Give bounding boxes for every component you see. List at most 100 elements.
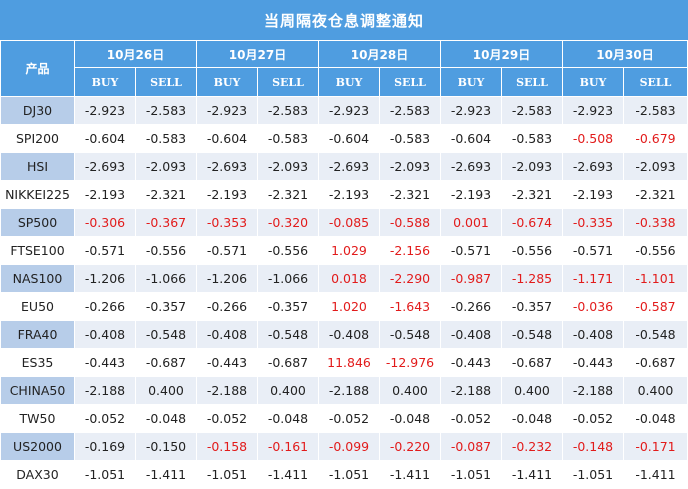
buy-value-cell: -2.188 xyxy=(440,376,502,405)
sell-value-cell: -0.556 xyxy=(623,236,688,265)
buy-value-cell: -2.193 xyxy=(562,180,624,209)
buy-header: BUY xyxy=(440,67,502,97)
sell-value-cell: -0.048 xyxy=(501,404,563,433)
sell-value-cell: -1.066 xyxy=(257,264,319,293)
buy-value-cell: -0.443 xyxy=(440,348,502,377)
sell-value-cell: -0.583 xyxy=(135,124,197,153)
table-row: FTSE100 -0.571 -0.556 -0.571 -0.556 1.029 -2.1… xyxy=(0,236,688,265)
product-cell: DJ30 xyxy=(0,96,75,125)
sell-value-cell: -0.048 xyxy=(623,404,688,433)
buy-value-cell: -2.693 xyxy=(74,152,136,181)
buy-value-cell: -0.571 xyxy=(196,236,258,265)
sell-value-cell: -0.556 xyxy=(257,236,319,265)
sell-value-cell: -0.548 xyxy=(135,320,197,349)
sell-value-cell: -2.583 xyxy=(257,96,319,125)
sell-value-cell: -0.556 xyxy=(501,236,563,265)
buy-value-cell: -0.052 xyxy=(440,404,502,433)
table-row: DAX30 -1.051 -1.411 -1.051 -1.411 -1.051 -1.41… xyxy=(0,460,688,489)
sell-value-cell: -2.321 xyxy=(257,180,319,209)
sell-value-cell: -0.357 xyxy=(135,292,197,321)
product-cell: ES35 xyxy=(0,348,75,377)
buy-header: BUY xyxy=(196,67,258,97)
buy-header: BUY xyxy=(318,67,380,97)
buy-value-cell: -2.188 xyxy=(74,376,136,405)
sell-value-cell: -2.321 xyxy=(379,180,441,209)
date-header: 10月28日 xyxy=(318,40,441,68)
sell-value-cell: -0.048 xyxy=(257,404,319,433)
sell-value-cell: -2.156 xyxy=(379,236,441,265)
buy-value-cell: -0.335 xyxy=(562,208,624,237)
sell-value-cell: -0.548 xyxy=(501,320,563,349)
product-cell: FRA40 xyxy=(0,320,75,349)
buy-value-cell: -2.923 xyxy=(318,96,380,125)
buy-value-cell: -0.266 xyxy=(196,292,258,321)
buy-value-cell: -0.604 xyxy=(74,124,136,153)
buy-value-cell: -2.693 xyxy=(440,152,502,181)
sell-value-cell: -0.679 xyxy=(623,124,688,153)
sell-value-cell: -0.583 xyxy=(379,124,441,153)
sell-value-cell: -2.093 xyxy=(623,152,688,181)
buy-value-cell: -0.052 xyxy=(74,404,136,433)
sell-value-cell: -0.588 xyxy=(379,208,441,237)
buy-value-cell: -0.408 xyxy=(196,320,258,349)
buy-value-cell: -2.693 xyxy=(318,152,380,181)
sell-value-cell: -0.548 xyxy=(257,320,319,349)
table-row: HSI -2.693 -2.093 -2.693 -2.093 -2.693 -2.093-… xyxy=(0,152,688,181)
buy-value-cell: -2.193 xyxy=(74,180,136,209)
buy-value-cell: -2.923 xyxy=(196,96,258,125)
sell-value-cell: -0.548 xyxy=(623,320,688,349)
buy-value-cell: -0.604 xyxy=(318,124,380,153)
buy-value-cell: -2.188 xyxy=(562,376,624,405)
buy-value-cell: -0.306 xyxy=(74,208,136,237)
buy-value-cell: -0.571 xyxy=(74,236,136,265)
buy-value-cell: -1.051 xyxy=(318,460,380,489)
buy-value-cell: -0.052 xyxy=(562,404,624,433)
buy-value-cell: -0.408 xyxy=(74,320,136,349)
sell-value-cell: -0.583 xyxy=(257,124,319,153)
sell-value-cell: -0.587 xyxy=(623,292,688,321)
sell-value-cell: -2.321 xyxy=(623,180,688,209)
buy-value-cell: -1.206 xyxy=(74,264,136,293)
sell-value-cell: -1.411 xyxy=(135,460,197,489)
buy-value-cell: 1.029 xyxy=(318,236,380,265)
sell-value-cell: -0.220 xyxy=(379,432,441,461)
buy-value-cell: 1.020 xyxy=(318,292,380,321)
buy-value-cell: -0.266 xyxy=(74,292,136,321)
table-row: NAS100 -1.206 -1.066 -1.206 -1.066 0.018 -2.29… xyxy=(0,264,688,293)
sell-value-cell: -0.048 xyxy=(135,404,197,433)
sell-value-cell: -0.687 xyxy=(623,348,688,377)
buy-value-cell: -0.036 xyxy=(562,292,624,321)
buy-value-cell: -2.193 xyxy=(318,180,380,209)
buy-value-cell: -1.051 xyxy=(562,460,624,489)
sell-value-cell: -2.093 xyxy=(379,152,441,181)
sell-value-cell: -1.101 xyxy=(623,264,688,293)
product-header: 产品 xyxy=(0,40,75,97)
sell-value-cell: -1.643 xyxy=(379,292,441,321)
product-cell: SP500 xyxy=(0,208,75,237)
date-header: 10月27日 xyxy=(196,40,319,68)
sell-value-cell: -2.583 xyxy=(623,96,688,125)
buy-value-cell: -0.443 xyxy=(74,348,136,377)
buy-value-cell: -2.693 xyxy=(562,152,624,181)
buy-value-cell: -0.148 xyxy=(562,432,624,461)
sell-value-cell: -1.411 xyxy=(623,460,688,489)
buy-value-cell: -1.171 xyxy=(562,264,624,293)
buy-value-cell: -2.923 xyxy=(562,96,624,125)
product-cell: NIKKEI225 xyxy=(0,180,75,209)
buy-value-cell: -2.193 xyxy=(196,180,258,209)
buy-value-cell: -1.206 xyxy=(196,264,258,293)
product-cell: EU50 xyxy=(0,292,75,321)
sell-header: SELL xyxy=(501,67,563,97)
table-row: NIKKEI225 -2.193 -2.321 -2.193 -2.321 -2.193-… xyxy=(0,180,688,209)
sell-value-cell: -0.367 xyxy=(135,208,197,237)
sell-value-cell: 0.400 xyxy=(379,376,441,405)
sell-value-cell: -0.583 xyxy=(501,124,563,153)
table-body: DJ30 -2.923 -2.583 -2.923 -2.583 -2.923 -2.583… xyxy=(0,96,688,489)
sell-header: SELL xyxy=(135,67,197,97)
buy-value-cell: -2.193 xyxy=(440,180,502,209)
table-row: FRA40 -0.408 -0.548 -0.408 -0.548 -0.408 -0.54… xyxy=(0,320,688,349)
swap-table: 产品 10月26日 10月27日 10月28日 10月29日 10月30日 BU… xyxy=(0,40,688,489)
date-header: 10月30日 xyxy=(562,40,688,68)
sell-value-cell: -0.687 xyxy=(501,348,563,377)
